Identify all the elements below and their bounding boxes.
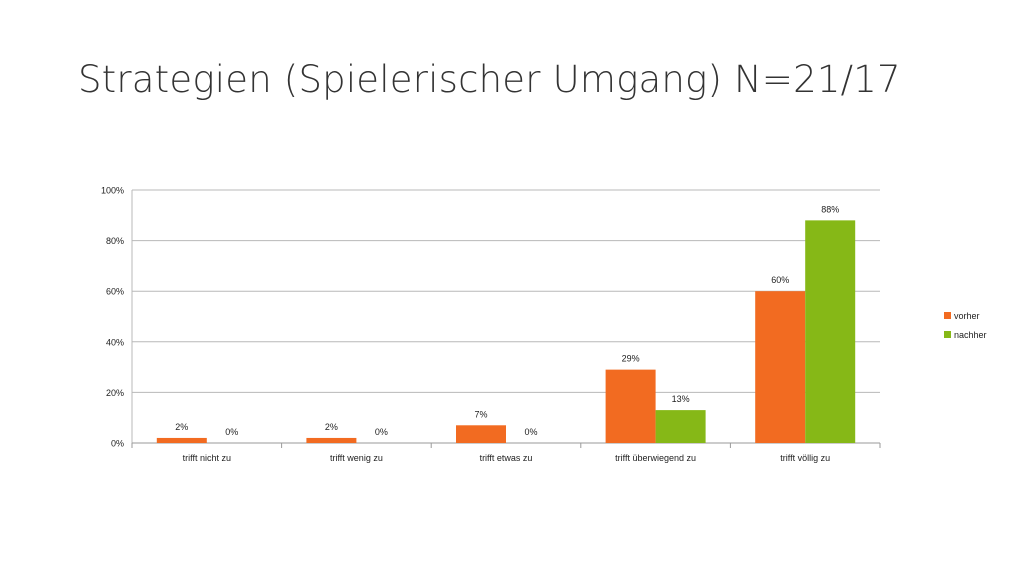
data-label-nachher: 0% bbox=[225, 427, 238, 437]
data-label-vorher: 2% bbox=[175, 422, 188, 432]
legend-label-vorher: vorher bbox=[954, 311, 980, 321]
data-label-vorher: 7% bbox=[474, 409, 487, 419]
legend: vorher nachher bbox=[944, 311, 987, 340]
data-label-nachher: 0% bbox=[375, 427, 388, 437]
bars bbox=[156, 220, 856, 443]
data-label-nachher: 0% bbox=[524, 427, 537, 437]
legend-swatch-nachher bbox=[944, 331, 951, 338]
y-axis-tick-labels: 0% 20% 40% 60% 80% 100% bbox=[101, 186, 124, 449]
data-label-vorher: 29% bbox=[622, 354, 640, 364]
y-tick-label: 0% bbox=[111, 439, 124, 449]
x-tick-label: trifft nicht zu bbox=[183, 453, 231, 463]
x-axis-tick-labels: trifft nicht zu trifft wenig zu trifft etw… bbox=[183, 453, 831, 463]
bar-vorher bbox=[755, 291, 806, 443]
bar-nachher bbox=[805, 220, 856, 443]
x-tick-label: trifft etwas zu bbox=[480, 453, 533, 463]
x-tick-label: trifft völlig zu bbox=[780, 453, 830, 463]
bar-vorher bbox=[156, 437, 207, 443]
y-tick-label: 40% bbox=[106, 337, 124, 347]
y-tick-label: 100% bbox=[101, 186, 124, 196]
bar-vorher bbox=[456, 425, 506, 443]
bar-nachher bbox=[655, 410, 706, 443]
data-label-vorher: 2% bbox=[325, 422, 338, 432]
legend-swatch-vorher bbox=[944, 312, 951, 319]
data-labels: 2% 0% 2% 0% 7% 0% 29% 13% 60% 88% bbox=[175, 204, 839, 437]
x-tick-label: trifft überwiegend zu bbox=[615, 453, 696, 463]
grid-lines bbox=[131, 189, 881, 448]
bar-vorher bbox=[605, 369, 656, 443]
y-tick-label: 60% bbox=[106, 287, 124, 297]
data-label-nachher: 13% bbox=[672, 394, 690, 404]
data-label-vorher: 60% bbox=[771, 275, 789, 285]
y-tick-label: 80% bbox=[106, 236, 124, 246]
x-tick-label: trifft wenig zu bbox=[330, 453, 383, 463]
data-label-nachher: 88% bbox=[821, 204, 839, 214]
bar-vorher bbox=[306, 437, 357, 443]
y-tick-label: 20% bbox=[106, 388, 124, 398]
legend-label-nachher: nachher bbox=[954, 330, 987, 340]
slide-title: Strategien (Spielerischer Umgang) N=21/1… bbox=[78, 58, 901, 101]
